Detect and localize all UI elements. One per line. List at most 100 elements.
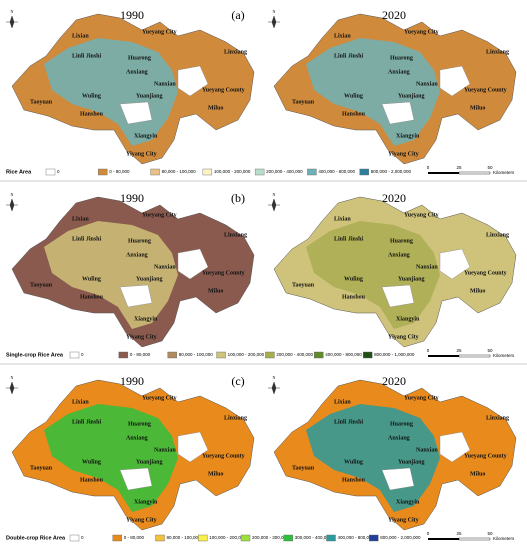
map: N 1990 (a) Lixian Linli Jinshi Huarong Yueyang… [6, 8, 255, 165]
legend-swatch [69, 351, 80, 359]
place-name: Hanshou [80, 294, 104, 300]
place-name: Huarong [128, 238, 151, 244]
year: 1990 [120, 8, 144, 22]
place-name: Xiangyin [134, 133, 158, 139]
north-arrow [268, 381, 280, 395]
place-name: Yueyang County [202, 270, 245, 276]
place-name: Anxiang [126, 435, 148, 441]
place-name: Yueyang County [202, 87, 245, 93]
scale-label: 50 [487, 165, 493, 170]
place-name: Wuling [344, 93, 363, 99]
scale-unit: Kilometers [493, 170, 515, 175]
legend-swatch [369, 534, 379, 542]
place-name: Linxiang [486, 49, 509, 55]
place-name: Yueyang City [404, 212, 439, 218]
place-name: Hanshou [80, 111, 104, 117]
scale-label: 0 [427, 348, 430, 353]
place-name: Yiyang City [126, 334, 157, 340]
place-name: Linli Jinshi [334, 236, 364, 242]
place-name: Linli Jinshi [72, 419, 102, 425]
place-name: Taoyuan [30, 99, 53, 105]
legend-label: 0 - 80,000 [124, 535, 145, 540]
year: 1990 [120, 191, 144, 205]
place-name: Yuanjiang [136, 459, 162, 465]
place-name: Yueyang County [202, 453, 245, 459]
place-name: Yueyang County [464, 270, 507, 276]
place-name: Linxiang [486, 232, 509, 238]
place-name: Yuanjiang [398, 93, 424, 99]
scale-label: 25 [456, 348, 462, 353]
place-name: Xiangyin [396, 499, 420, 505]
place-name: Huarong [390, 421, 413, 427]
legend-swatch [362, 351, 373, 359]
place-name: Wuling [344, 276, 363, 282]
place-name: Linli Jinshi [72, 236, 102, 242]
north-label: N [11, 9, 14, 14]
legend: Double-crop Rice Area 0 0 - 80,000 80,000 -… [6, 531, 515, 541]
legend-label: 200,000 - 400,000 [276, 352, 313, 357]
place-name: Miluo [208, 105, 223, 111]
legend-swatch [98, 168, 108, 176]
place-name: Nanxian [416, 264, 438, 270]
place-name: Yiyang City [388, 334, 419, 340]
place-name: Yueyang City [404, 395, 439, 401]
place-name: Yiyang City [126, 517, 157, 523]
legend-swatch [240, 534, 251, 542]
year: 2020 [382, 374, 406, 388]
legend-label: 100,000 - 200,000 [228, 352, 265, 357]
place-name: Yueyang County [464, 453, 507, 459]
place-name: Hanshou [342, 294, 366, 300]
year: 2020 [382, 191, 406, 205]
legend-label: 0 [81, 535, 84, 540]
place-name: Miluo [208, 471, 223, 477]
place-name: Yuanjiang [398, 276, 424, 282]
place-name: Anxiang [126, 69, 148, 75]
legend-label: 400,000 - 800,000 [325, 352, 362, 357]
place-name: Xiangyin [134, 499, 158, 505]
legend-label: 80,000 - 100,000 [167, 535, 202, 540]
north-arrow [268, 15, 280, 29]
scale-unit: Kilometers [493, 353, 515, 358]
place-name: Lixian [72, 399, 89, 405]
legend-swatch [167, 351, 177, 359]
place-name: Huarong [390, 238, 413, 244]
place-name: Hanshou [342, 111, 366, 117]
place-name: Anxiang [388, 435, 410, 441]
place-name: Nanxian [154, 81, 176, 87]
place-name: Nanxian [416, 447, 438, 453]
legend-label: 0 [57, 169, 60, 174]
legend-swatch [202, 168, 213, 176]
place-name: Taoyuan [30, 282, 53, 288]
place-name: Yueyang City [404, 29, 439, 35]
north-label: N [273, 192, 276, 197]
map: N 2020 Lixian Linli Jinshi Huarong Yueyang Ci… [268, 374, 517, 531]
place-name: Linli Jinshi [72, 53, 102, 59]
legend-swatch [359, 168, 369, 176]
legend-swatch [283, 534, 293, 542]
legend-swatch [69, 534, 80, 542]
place-name: Lixian [72, 33, 89, 39]
place-name: Yuanjiang [136, 93, 162, 99]
year: 2020 [382, 8, 406, 22]
north-label: N [11, 375, 14, 380]
place-name: Wuling [82, 276, 101, 282]
place-name: Lixian [334, 399, 351, 405]
legend-label: 800,000 - 2,000,000 [371, 169, 412, 174]
scale-unit: Kilometers [493, 536, 515, 541]
place-name: Huarong [128, 55, 151, 61]
place-name: Linli Jinshi [334, 419, 364, 425]
north-label: N [273, 375, 276, 380]
north-label: N [273, 9, 276, 14]
place-name: Yiyang City [388, 151, 419, 157]
legend-label: 0 - 80,000 [130, 352, 151, 357]
scale-bar [458, 537, 491, 541]
legend-swatch [198, 534, 208, 542]
place-name: Linxiang [224, 415, 247, 421]
legend-title: Rice Area [6, 169, 32, 175]
place-name: Yiyang City [388, 517, 419, 523]
place-name: Xiangyin [134, 316, 158, 322]
legend-swatch [155, 534, 165, 542]
place-name: Lixian [334, 216, 351, 222]
legend-label: 400,000 - 800,000 [338, 535, 375, 540]
place-name: Taoyuan [30, 465, 53, 471]
